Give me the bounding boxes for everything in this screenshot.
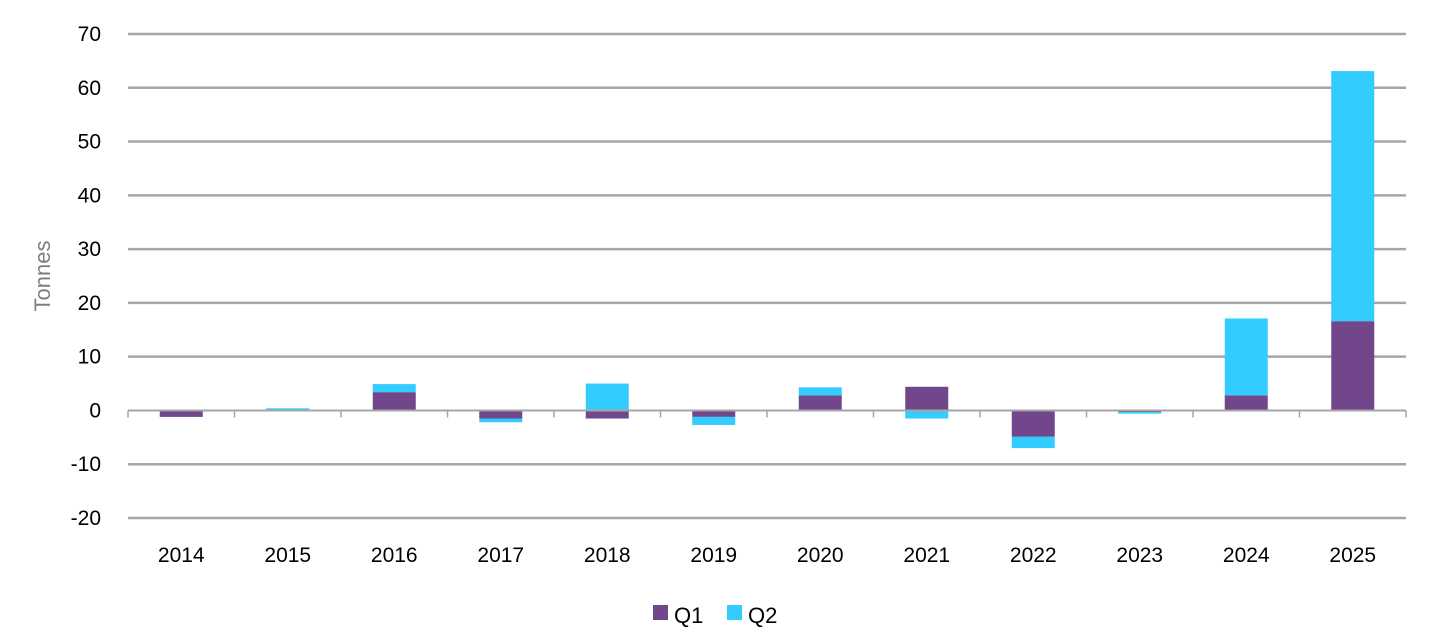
x-tick-label-2023: 2023 bbox=[1116, 544, 1163, 567]
bar-q2-2022 bbox=[1011, 436, 1055, 449]
x-tick-label-2024: 2024 bbox=[1223, 544, 1270, 567]
bar-q1-2017 bbox=[479, 410, 523, 419]
x-axis bbox=[127, 409, 1407, 418]
bar-q2-2025 bbox=[1331, 71, 1375, 322]
x-tick-label-2016: 2016 bbox=[371, 544, 418, 567]
bar-q1-2018 bbox=[585, 410, 629, 419]
bar-q1-2016 bbox=[372, 392, 416, 411]
legend-label-q2: Q2 bbox=[748, 603, 777, 628]
x-tick-label-2015: 2015 bbox=[264, 544, 311, 567]
x-tick-label-2021: 2021 bbox=[903, 544, 950, 567]
y-tick-label: 0 bbox=[89, 399, 101, 422]
y-tick-label: 60 bbox=[78, 77, 101, 100]
y-tick-label: -10 bbox=[71, 453, 101, 476]
bar-q2-2024 bbox=[1224, 318, 1268, 396]
x-tick-label-2014: 2014 bbox=[158, 544, 205, 567]
bar-q1-2020 bbox=[798, 395, 842, 411]
legend: Q1 Q2 bbox=[653, 603, 777, 628]
legend-label-q1: Q1 bbox=[674, 603, 703, 628]
y-tick-label: 70 bbox=[78, 23, 101, 46]
bar-q2-2019 bbox=[692, 416, 736, 425]
x-axis-ticks: 2014 2015 2016 2017 2018 2019 2020 2021 2022 2023… bbox=[158, 544, 1376, 567]
bar-q1-2014 bbox=[159, 410, 203, 417]
bar-q1-2019 bbox=[692, 410, 736, 417]
bar-q2-2018 bbox=[585, 383, 629, 411]
bar-q1-2022 bbox=[1011, 410, 1055, 437]
y-tick-label: -20 bbox=[71, 507, 101, 530]
x-tick-label-2022: 2022 bbox=[1010, 544, 1057, 567]
bar-q2-2021 bbox=[905, 410, 949, 419]
y-tick-label: 10 bbox=[78, 346, 101, 369]
legend-swatch-q1 bbox=[653, 605, 668, 620]
x-tick-label-2025: 2025 bbox=[1329, 544, 1376, 567]
bar-q2-2017 bbox=[479, 418, 523, 423]
bar-q2-2016 bbox=[372, 384, 416, 393]
bar-q2-2015 bbox=[266, 408, 310, 410]
x-tick-label-2019: 2019 bbox=[690, 544, 737, 567]
bar-q1-2025 bbox=[1331, 321, 1375, 411]
gridlines bbox=[128, 32, 1406, 520]
bars bbox=[159, 71, 1375, 449]
y-axis-label: Tonnes bbox=[30, 241, 55, 312]
x-tick-label-2020: 2020 bbox=[797, 544, 844, 567]
bar-q1-2024 bbox=[1224, 395, 1268, 411]
y-tick-label: 40 bbox=[78, 184, 101, 207]
x-tick-label-2017: 2017 bbox=[477, 544, 524, 567]
y-tick-label: 50 bbox=[78, 131, 101, 154]
y-tick-label: 20 bbox=[78, 292, 101, 315]
y-axis-ticks: 70 60 50 40 30 20 10 0 -10 -20 bbox=[71, 23, 101, 530]
x-tick-label-2018: 2018 bbox=[584, 544, 631, 567]
y-tick-label: 30 bbox=[78, 238, 101, 261]
legend-swatch-q2 bbox=[727, 605, 742, 620]
bar-q2-2020 bbox=[798, 387, 842, 396]
bar-q1-2021 bbox=[905, 386, 949, 411]
bar-q2-2023 bbox=[1118, 412, 1162, 414]
